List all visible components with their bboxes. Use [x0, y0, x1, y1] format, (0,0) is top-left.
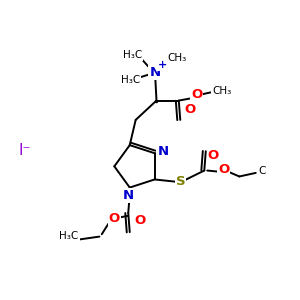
- Text: O: O: [109, 212, 120, 225]
- Text: H₃C: H₃C: [121, 75, 140, 85]
- Text: N: N: [158, 145, 169, 158]
- Text: O: O: [218, 163, 229, 176]
- Text: I⁻: I⁻: [19, 142, 31, 158]
- Text: CH₃: CH₃: [212, 86, 232, 96]
- Text: O: O: [184, 103, 196, 116]
- Text: N: N: [149, 66, 161, 79]
- Text: N: N: [123, 189, 134, 203]
- Text: +: +: [158, 60, 167, 70]
- Text: H₃C: H₃C: [59, 231, 79, 241]
- Text: O: O: [134, 214, 145, 227]
- Text: O: O: [208, 148, 219, 162]
- Text: H₃C: H₃C: [123, 50, 142, 60]
- Text: O: O: [191, 88, 202, 100]
- Text: CH₃: CH₃: [168, 53, 187, 63]
- Text: C: C: [259, 166, 266, 176]
- Text: S: S: [176, 175, 185, 188]
